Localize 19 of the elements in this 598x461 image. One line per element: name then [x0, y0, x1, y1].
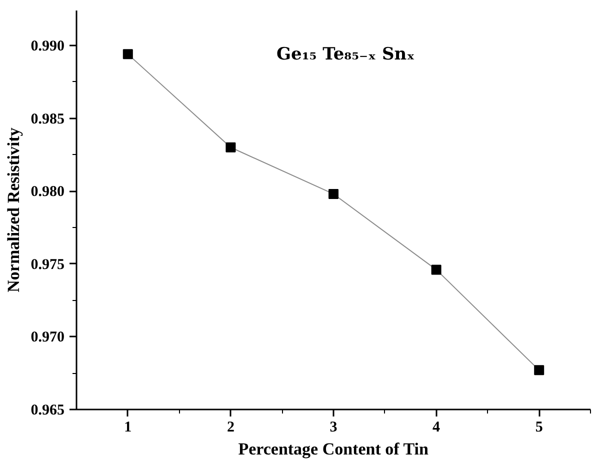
- x-tick-label: 1: [124, 420, 132, 436]
- x-axis-title: Percentage Content of Tin: [238, 440, 430, 458]
- y-tick-label: 0.980: [30, 184, 64, 200]
- y-tick-label: 0.985: [30, 111, 64, 128]
- annotation: Ge₁₅ Te₈₅₋ₓ Snₓ: [276, 44, 415, 64]
- x-tick-label: 5: [535, 420, 543, 436]
- point: [122, 49, 133, 60]
- x-tick-label: 2: [226, 420, 234, 436]
- y-tick-label: 0.970: [30, 330, 64, 346]
- point: [226, 142, 236, 152]
- point: [534, 365, 544, 376]
- x-tick-label: 4: [432, 420, 441, 436]
- point: [431, 264, 442, 275]
- y-tick-label: 0.965: [30, 402, 64, 418]
- x-tick-label: 3: [330, 420, 338, 436]
- point: [328, 188, 338, 199]
- y-tick-label: 0.975: [30, 256, 64, 273]
- y-axis-title: Normalized Resistivity: [4, 127, 23, 292]
- y-tick-label: 0.990: [30, 38, 64, 54]
